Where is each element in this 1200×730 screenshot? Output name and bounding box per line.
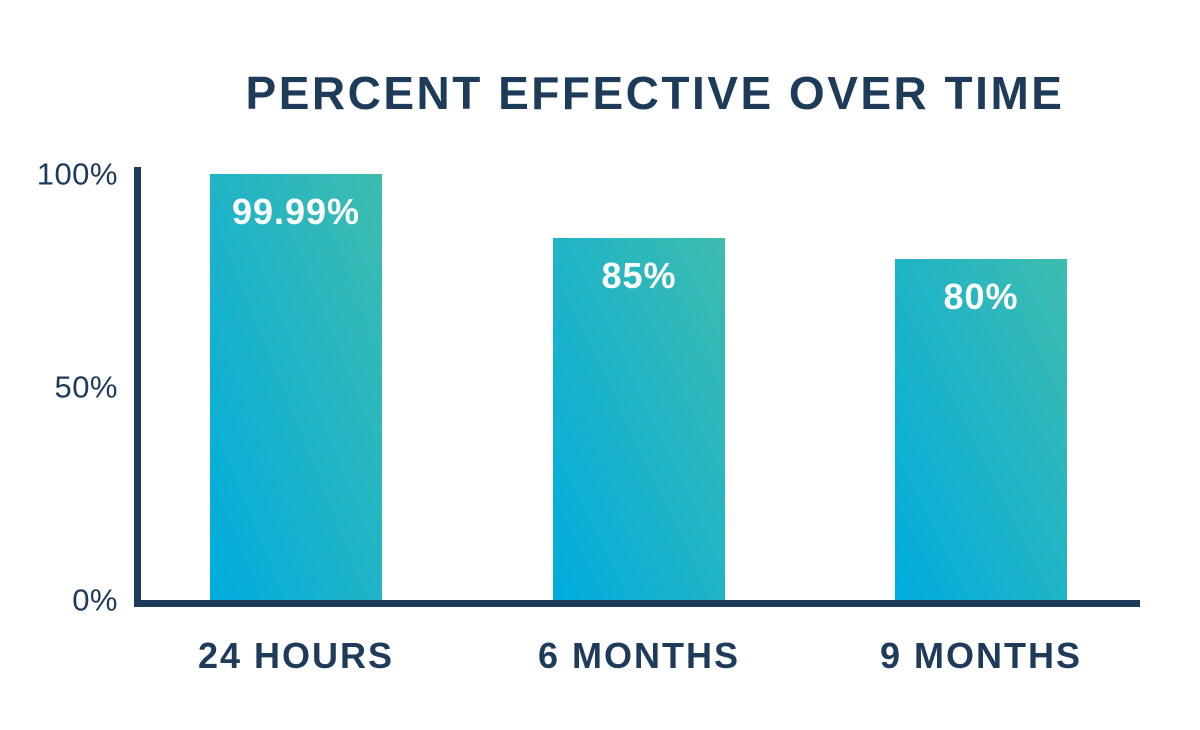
y-tick-label: 50%	[54, 369, 118, 405]
x-axis-line	[134, 600, 1140, 607]
bar-9-months: 80%	[895, 259, 1067, 600]
bar-value-label: 80%	[943, 276, 1019, 317]
y-tick-label: 0%	[72, 582, 118, 618]
x-axis-label: 9 MONTHS	[879, 635, 1083, 676]
bar-24-hours: 99.99%	[210, 174, 382, 600]
bar-value-label: 85%	[601, 255, 677, 296]
y-axis-line	[134, 167, 141, 607]
bar-value-label: 99.99%	[231, 191, 361, 232]
x-axis-label: 6 MONTHS	[537, 635, 741, 676]
bar-6-months: 85%	[553, 238, 725, 600]
x-axis-label: 24 HOURS	[197, 635, 395, 676]
y-tick-label: 100%	[36, 156, 118, 192]
chart-title: PERCENT EFFECTIVE OVER TIME	[245, 67, 1065, 119]
